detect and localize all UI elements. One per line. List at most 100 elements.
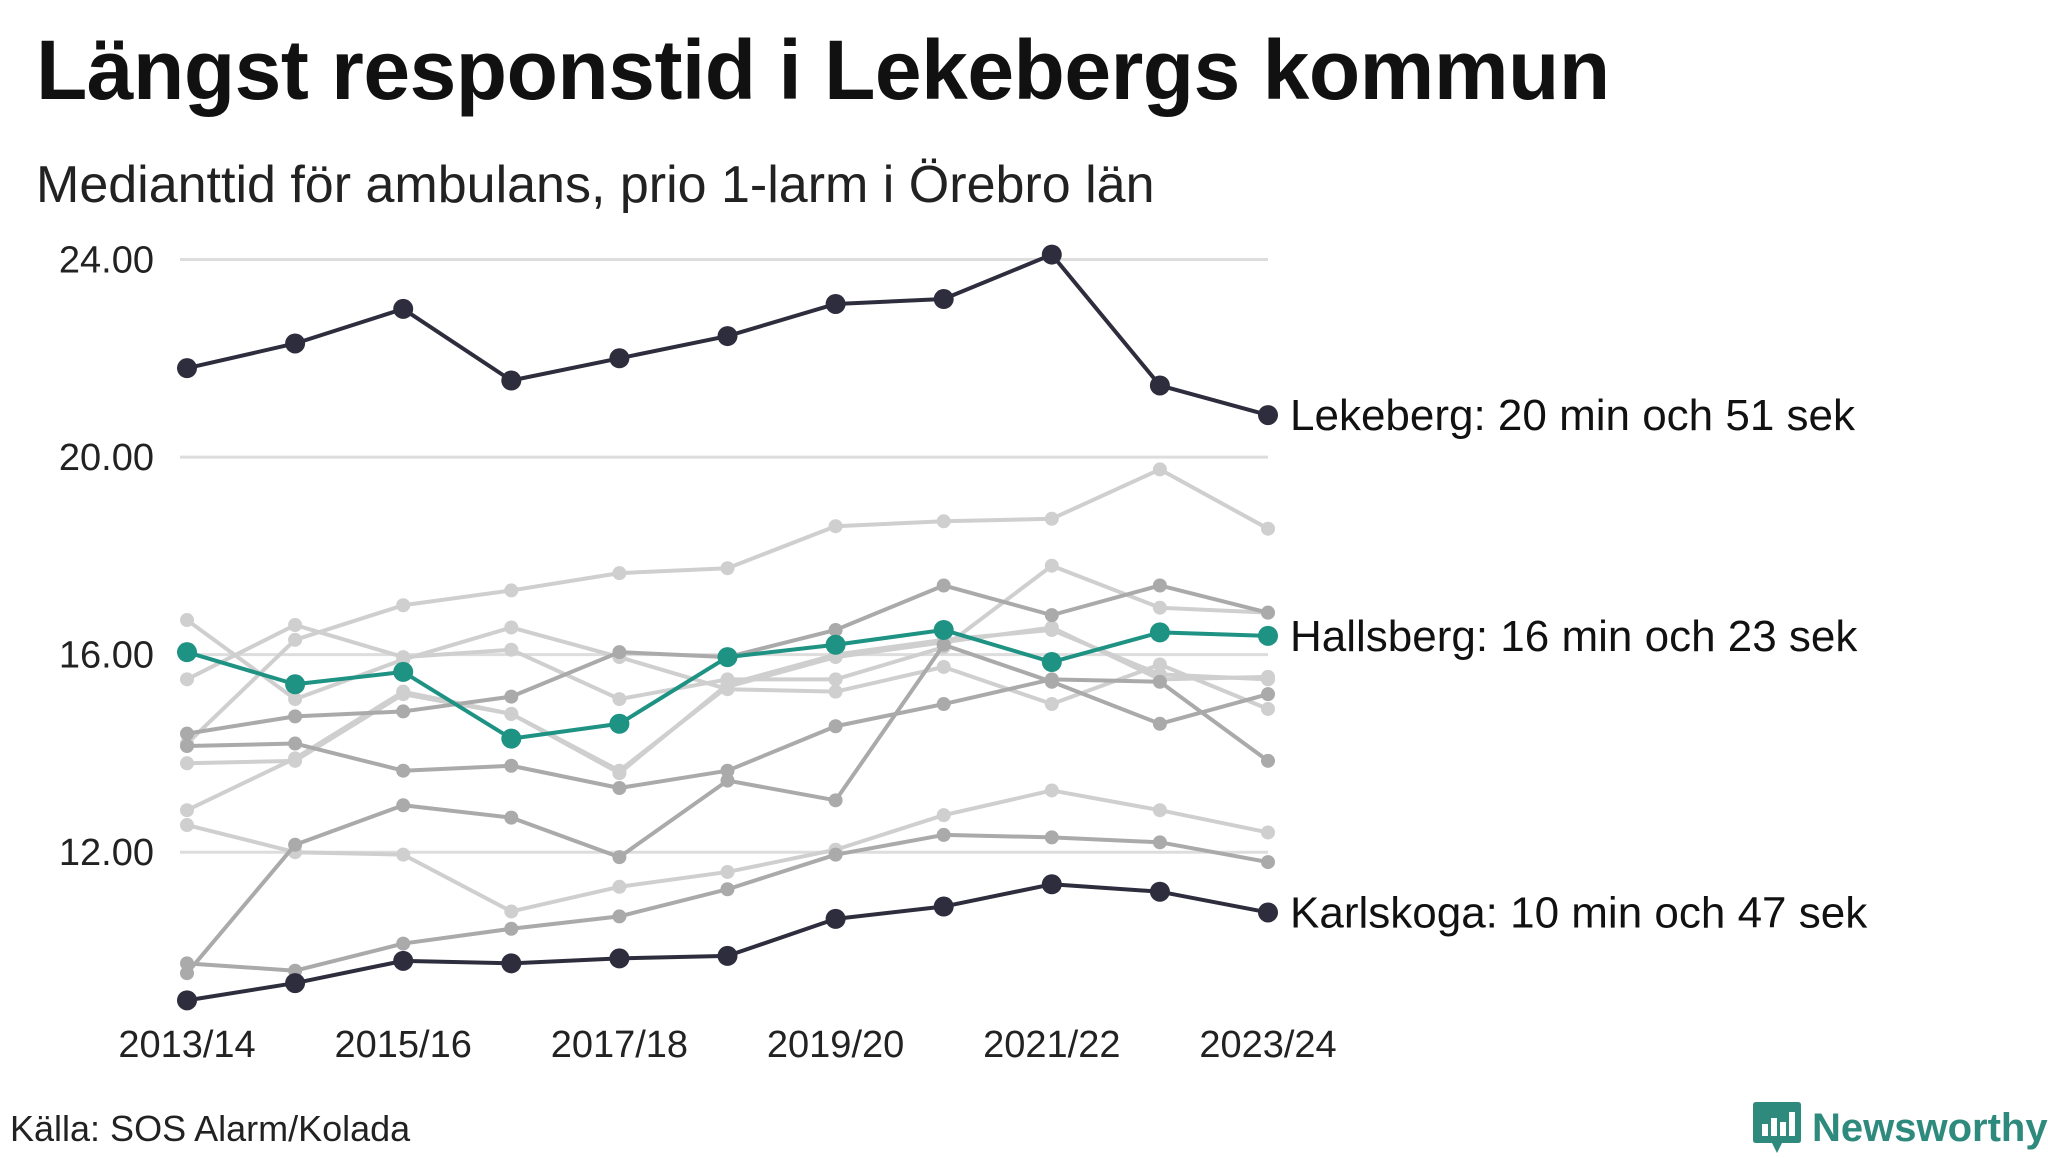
data-point bbox=[396, 650, 411, 665]
data-point bbox=[288, 692, 303, 707]
newsworthy-logo-icon bbox=[1753, 1102, 1801, 1153]
data-point bbox=[504, 706, 519, 721]
data-point bbox=[1044, 697, 1059, 712]
data-point bbox=[720, 763, 735, 778]
data-point bbox=[180, 672, 194, 687]
data-point bbox=[501, 370, 522, 391]
data-point bbox=[717, 326, 738, 347]
data-point bbox=[1258, 625, 1278, 646]
data-point bbox=[1044, 608, 1059, 623]
data-point bbox=[612, 763, 627, 778]
data-point bbox=[1152, 600, 1167, 615]
chart-title: Längst responstid i Lekebergs kommun bbox=[36, 23, 1610, 117]
series-line bbox=[177, 874, 1278, 1011]
data-point bbox=[504, 758, 519, 773]
data-point bbox=[288, 618, 303, 632]
data-point bbox=[288, 632, 303, 647]
end-labels: Lekeberg: 20 min och 51 sek Hallsberg: 16… bbox=[1290, 391, 1868, 937]
x-tick-label: 2017/18 bbox=[551, 1024, 688, 1066]
data-point bbox=[393, 298, 414, 319]
data-point bbox=[396, 704, 411, 719]
y-tick-label: 16.00 bbox=[59, 635, 154, 677]
data-point bbox=[180, 818, 194, 833]
data-point bbox=[612, 692, 627, 707]
data-point bbox=[288, 837, 303, 852]
data-point bbox=[1152, 716, 1167, 731]
data-point bbox=[501, 728, 522, 749]
data-point bbox=[1152, 835, 1167, 850]
data-point bbox=[825, 634, 846, 655]
data-point bbox=[1261, 605, 1275, 620]
data-point bbox=[1261, 701, 1275, 716]
y-tick-label: 24.00 bbox=[59, 240, 154, 282]
series-end-label: Hallsberg: 16 min och 23 sek bbox=[1290, 612, 1858, 661]
data-point bbox=[612, 566, 627, 581]
data-point bbox=[396, 936, 411, 951]
data-point bbox=[717, 945, 738, 966]
data-point bbox=[720, 679, 735, 694]
data-point bbox=[825, 908, 846, 929]
data-point bbox=[936, 514, 951, 529]
series-path bbox=[186, 882, 1269, 1003]
data-point bbox=[1044, 830, 1059, 845]
data-point bbox=[1149, 881, 1170, 902]
data-point bbox=[720, 773, 735, 788]
data-point bbox=[720, 561, 735, 576]
data-point bbox=[717, 647, 738, 668]
data-point bbox=[1261, 669, 1275, 684]
series-line bbox=[180, 637, 1275, 981]
chart-subtitle: Medianttid för ambulans, prio 1-larm i Ö… bbox=[36, 156, 1155, 214]
data-point bbox=[828, 622, 843, 637]
data-point bbox=[1041, 244, 1062, 265]
data-point bbox=[1261, 753, 1275, 768]
data-point bbox=[612, 850, 627, 865]
data-point bbox=[609, 713, 630, 734]
data-point bbox=[501, 953, 522, 974]
y-tick-label: 12.00 bbox=[59, 832, 154, 874]
data-point bbox=[177, 358, 197, 379]
data-point bbox=[1152, 657, 1167, 672]
data-point bbox=[936, 637, 951, 652]
data-point bbox=[504, 921, 519, 936]
data-point bbox=[177, 642, 197, 663]
data-point bbox=[396, 847, 411, 862]
data-point bbox=[1261, 687, 1275, 702]
series-line bbox=[180, 462, 1275, 751]
x-axis: 2013/14 2015/16 2017/18 2019/20 2021/22 2023/… bbox=[118, 1024, 1336, 1066]
data-point bbox=[180, 756, 194, 771]
x-tick-label: 2023/24 bbox=[1199, 1024, 1336, 1066]
data-point bbox=[285, 674, 306, 695]
series-line bbox=[180, 783, 1275, 919]
y-tick-label: 20.00 bbox=[59, 437, 154, 479]
data-point bbox=[393, 661, 414, 682]
data-point bbox=[504, 642, 519, 657]
data-point bbox=[825, 293, 846, 314]
data-point bbox=[288, 751, 303, 766]
data-point bbox=[504, 620, 519, 635]
data-point bbox=[285, 333, 306, 354]
data-point bbox=[1152, 462, 1167, 477]
data-point bbox=[933, 289, 954, 310]
grid-lines bbox=[180, 258, 1268, 854]
x-tick-label: 2021/22 bbox=[983, 1024, 1120, 1066]
data-point bbox=[936, 827, 951, 842]
source-note: Källa: SOS Alarm/Kolada bbox=[10, 1108, 411, 1149]
data-point bbox=[1261, 521, 1275, 536]
data-point bbox=[828, 719, 843, 734]
data-point bbox=[1044, 783, 1059, 798]
data-point bbox=[609, 348, 630, 369]
data-point bbox=[180, 966, 194, 981]
brand-logo[interactable]: Newsworthy bbox=[1752, 1098, 2048, 1158]
data-point bbox=[504, 583, 519, 598]
x-tick-label: 2013/14 bbox=[118, 1024, 255, 1066]
data-point bbox=[1149, 622, 1170, 643]
data-point bbox=[504, 689, 519, 704]
data-point bbox=[177, 990, 197, 1011]
data-point bbox=[933, 619, 954, 640]
data-point bbox=[1149, 375, 1170, 396]
data-point bbox=[504, 904, 519, 919]
data-point bbox=[828, 793, 843, 808]
data-point bbox=[288, 709, 303, 724]
data-point bbox=[612, 645, 627, 660]
